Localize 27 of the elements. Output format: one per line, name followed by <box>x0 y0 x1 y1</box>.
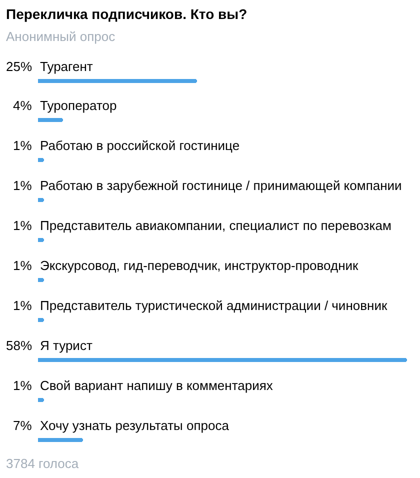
data-label: 1% <box>13 298 32 313</box>
y-tick-label: Свой вариант напишу в комментариях <box>40 378 274 393</box>
y-tick-label: Экскурсовод, гид-переводчик, инструктор-проводник <box>40 258 359 273</box>
text: 3784 голоса <box>6 456 80 471</box>
data-label: 1% <box>13 378 32 393</box>
data-label: 58% <box>6 338 32 353</box>
data-label: 1% <box>13 138 32 153</box>
chart-title: Перекличка подписчиков. Кто вы? <box>6 6 248 22</box>
data-label: 1% <box>13 178 32 193</box>
data-label: 1% <box>13 258 32 273</box>
y-tick-label: Работаю в российской гостинице <box>40 138 240 153</box>
y-tick-label: Хочу узнать результаты опроса <box>40 418 230 433</box>
y-tick-label: Представитель авиакомпании, специалист по перевозкам <box>40 218 392 233</box>
data-label: 1% <box>13 218 32 233</box>
y-tick-label: Работаю в зарубежной гостинице / принимающей компании <box>40 178 402 193</box>
bar <box>38 438 83 442</box>
chart-subtitle: Анонимный опрос <box>6 29 116 44</box>
y-tick-label: Представитель туристической администрации / чиновник <box>40 298 388 313</box>
bar <box>38 79 197 83</box>
y-tick-label: Туроператор <box>40 98 117 113</box>
y-tick-label: Турагент <box>40 59 93 74</box>
data-label: 4% <box>13 98 32 113</box>
bar <box>38 118 63 122</box>
y-tick-label: Я турист <box>40 338 92 353</box>
bar <box>38 358 407 362</box>
data-label: 7% <box>13 418 32 433</box>
data-label: 25% <box>6 59 32 74</box>
